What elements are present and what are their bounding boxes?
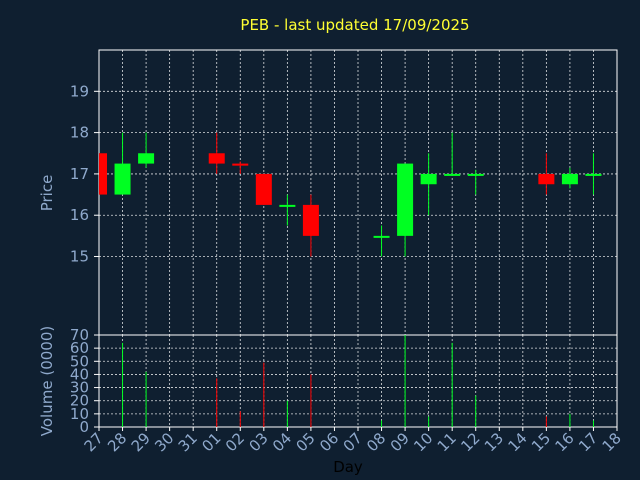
candle-body — [232, 163, 249, 166]
candle-body — [279, 204, 296, 207]
x-tick-label: 18 — [599, 429, 625, 455]
price-panel: 15 16 17 18 19 — [70, 49, 618, 336]
candle-body — [255, 173, 272, 205]
x-tick-label: 15 — [528, 429, 554, 455]
candle-body — [208, 153, 225, 164]
x-tick-label: 05 — [293, 429, 319, 455]
x-tick-label: 31 — [175, 429, 201, 455]
x-tick-label: 09 — [387, 429, 413, 455]
x-tick-label: 29 — [128, 429, 154, 455]
x-tick-label: 16 — [552, 429, 578, 455]
candle-body — [99, 153, 107, 195]
volume-tick-label: 0 — [79, 418, 89, 436]
candle-body — [138, 153, 155, 164]
price-tick-label: 18 — [70, 124, 89, 142]
x-axis-label: Day — [333, 458, 363, 476]
x-tick-label: 10 — [410, 429, 436, 455]
volume-tick-label: 10 — [70, 405, 89, 423]
x-tick-label: 06 — [316, 429, 342, 455]
x-tick-label: 03 — [245, 429, 271, 455]
volume-tick-label: 20 — [70, 392, 89, 410]
chart-title: PEB - last updated 17/09/2025 — [240, 16, 469, 34]
x-tick-label: 11 — [434, 429, 460, 455]
x-tick-label: 01 — [198, 429, 224, 455]
x-tick-label: 07 — [340, 429, 366, 455]
candle-body — [561, 173, 578, 185]
candle-body — [538, 173, 555, 185]
volume-tick-label: 60 — [70, 339, 89, 357]
price-tick-label: 16 — [70, 206, 89, 224]
x-tick-label: 30 — [151, 429, 177, 455]
candle-body — [373, 235, 390, 238]
volume-tick-label: 30 — [70, 379, 89, 397]
price-tick-label: 15 — [70, 248, 89, 266]
price-tick-label: 19 — [70, 82, 89, 100]
x-tick-label: 28 — [104, 429, 130, 455]
candle-body — [444, 173, 461, 176]
volume-tick-label: 40 — [70, 365, 89, 383]
candle-body — [585, 173, 602, 176]
candle-body — [467, 173, 484, 176]
x-tick-label: 13 — [481, 429, 507, 455]
price-frame — [98, 49, 618, 336]
candle-body — [302, 204, 319, 236]
price-tick-label: 17 — [70, 165, 89, 183]
volume-tick-label: 70 — [70, 326, 89, 344]
x-tick-label: 12 — [457, 429, 483, 455]
x-tick-label: 14 — [504, 429, 530, 455]
candle-body — [397, 163, 414, 236]
x-tick-labels: 2728293031010203040506070809101112131415… — [81, 427, 625, 455]
price-axis-label: Price — [38, 175, 56, 212]
volume-tick-label: 50 — [70, 352, 89, 370]
x-tick-label: 08 — [363, 429, 389, 455]
volume-axis-label: Volume (0000) — [38, 326, 56, 436]
x-tick-label: 04 — [269, 429, 295, 455]
x-tick-label: 17 — [575, 429, 601, 455]
candle-body — [114, 163, 131, 195]
candles — [99, 132, 602, 257]
candle-body — [420, 173, 437, 185]
x-tick-label: 02 — [222, 429, 248, 455]
